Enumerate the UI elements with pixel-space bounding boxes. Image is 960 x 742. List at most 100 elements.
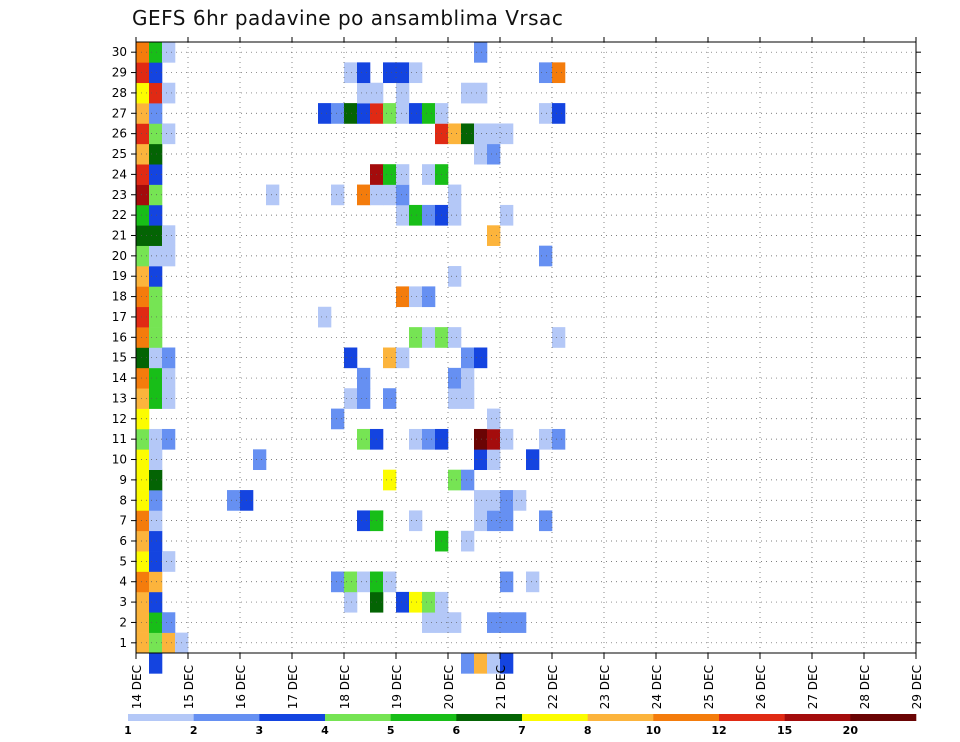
heatmap-cell [136, 245, 150, 267]
heatmap-cell [461, 388, 475, 409]
heatmap-cell [149, 123, 163, 145]
heatmap-cell [136, 327, 150, 348]
heatmap-cell [552, 62, 566, 84]
y-tick-label: 29 [112, 66, 127, 80]
legend-label: 6 [453, 724, 461, 737]
heatmap-cell [149, 225, 163, 246]
heatmap-cell [383, 62, 397, 84]
heatmap-cell [136, 530, 150, 552]
y-tick-label: 22 [112, 208, 127, 222]
y-tick-label: 16 [112, 330, 127, 344]
legend-label: 5 [387, 724, 395, 737]
heatmap-cell [136, 123, 150, 145]
heatmap-cell [344, 591, 358, 613]
heatmap-cell [149, 469, 163, 491]
heatmap-cell [513, 612, 527, 633]
heatmap-cell [383, 469, 397, 491]
heatmap-cell [149, 245, 163, 267]
heatmap-cell [448, 367, 462, 389]
heatmap-cell [149, 306, 163, 328]
heatmap-cell [448, 388, 462, 409]
heatmap-cell [487, 510, 501, 532]
heatmap-cell [149, 164, 163, 185]
heatmap-cell [149, 530, 163, 552]
heatmap-cell [149, 428, 163, 450]
heatmap-cell [162, 632, 176, 654]
heatmap-cell [383, 164, 397, 185]
heatmap-cell [149, 327, 163, 348]
heatmap-cell [461, 82, 475, 104]
heatmap-cell [331, 571, 345, 593]
x-tick-label: 27 DEC [806, 665, 820, 709]
heatmap-cell [448, 123, 462, 145]
heatmap-cell [396, 591, 410, 613]
heatmap-cell [383, 184, 397, 206]
heatmap-cell [136, 204, 150, 226]
y-tick-label: 6 [119, 534, 127, 548]
heatmap-cell [474, 347, 488, 369]
heatmap-cell [149, 266, 163, 287]
heatmap-cell [149, 490, 163, 511]
y-tick-label: 30 [112, 45, 127, 59]
heatmap-cell [513, 490, 527, 511]
heatmap-cell [357, 428, 371, 450]
legend-label: 15 [777, 724, 792, 737]
y-tick-label: 3 [119, 595, 127, 609]
heatmap-cell [396, 164, 410, 185]
y-tick-label: 26 [112, 127, 127, 141]
heatmap-cell [357, 367, 371, 389]
heatmap-cell [383, 347, 397, 369]
heatmap-cell [136, 164, 150, 185]
y-tick-label: 5 [119, 554, 127, 568]
heatmap-cell [461, 530, 475, 552]
y-tick-label: 13 [112, 391, 127, 405]
legend-swatch [193, 714, 260, 721]
heatmap-cell [253, 449, 267, 470]
y-tick-label: 12 [112, 412, 127, 426]
heatmap-cell [422, 428, 436, 450]
y-tick-label: 7 [119, 514, 127, 528]
y-tick-label: 10 [112, 453, 127, 467]
heatmap-cell [344, 388, 358, 409]
heatmap-cell [422, 103, 436, 124]
heatmap-cell [331, 184, 345, 206]
heatmap-cell [500, 653, 514, 674]
heatmap-cell [409, 327, 423, 348]
y-tick-label: 27 [112, 106, 127, 120]
heatmap-cell [461, 347, 475, 369]
heatmap-cell [162, 551, 176, 572]
heatmap-cell [487, 449, 501, 470]
legend-label: 12 [711, 724, 726, 737]
heatmap-cell [409, 286, 423, 308]
heatmap-cell [149, 449, 163, 470]
y-tick-label: 25 [112, 147, 127, 161]
y-tick-label: 15 [112, 351, 127, 365]
heatmap-cell [136, 449, 150, 470]
heatmap-cell [422, 591, 436, 613]
x-tick-label: 22 DEC [546, 665, 560, 709]
legend-label: 4 [321, 724, 329, 737]
x-tick-label: 25 DEC [702, 665, 716, 709]
heatmap-cell [422, 204, 436, 226]
heatmap-cell [149, 42, 163, 63]
x-tick-label: 29 DEC [910, 665, 924, 709]
x-tick-label: 26 DEC [754, 665, 768, 709]
heatmap-cell [344, 347, 358, 369]
y-tick-label: 11 [112, 432, 127, 446]
y-tick-label: 24 [112, 167, 127, 181]
heatmap-cell [357, 510, 371, 532]
x-tick-label: 28 DEC [858, 665, 872, 709]
heatmap-cell [448, 469, 462, 491]
heatmap-cell [136, 286, 150, 308]
heatmap-cell [396, 82, 410, 104]
heatmap-cell [474, 42, 488, 63]
heatmap-cell [396, 347, 410, 369]
heatmap-cell [461, 367, 475, 389]
heatmap-cell [344, 103, 358, 124]
heatmap-cell [448, 327, 462, 348]
heatmap-cell [448, 612, 462, 633]
heatmap-cell [357, 103, 371, 124]
heatmap-cell [552, 103, 566, 124]
heatmap-cell [539, 62, 553, 84]
y-tick-label: 18 [112, 290, 127, 304]
